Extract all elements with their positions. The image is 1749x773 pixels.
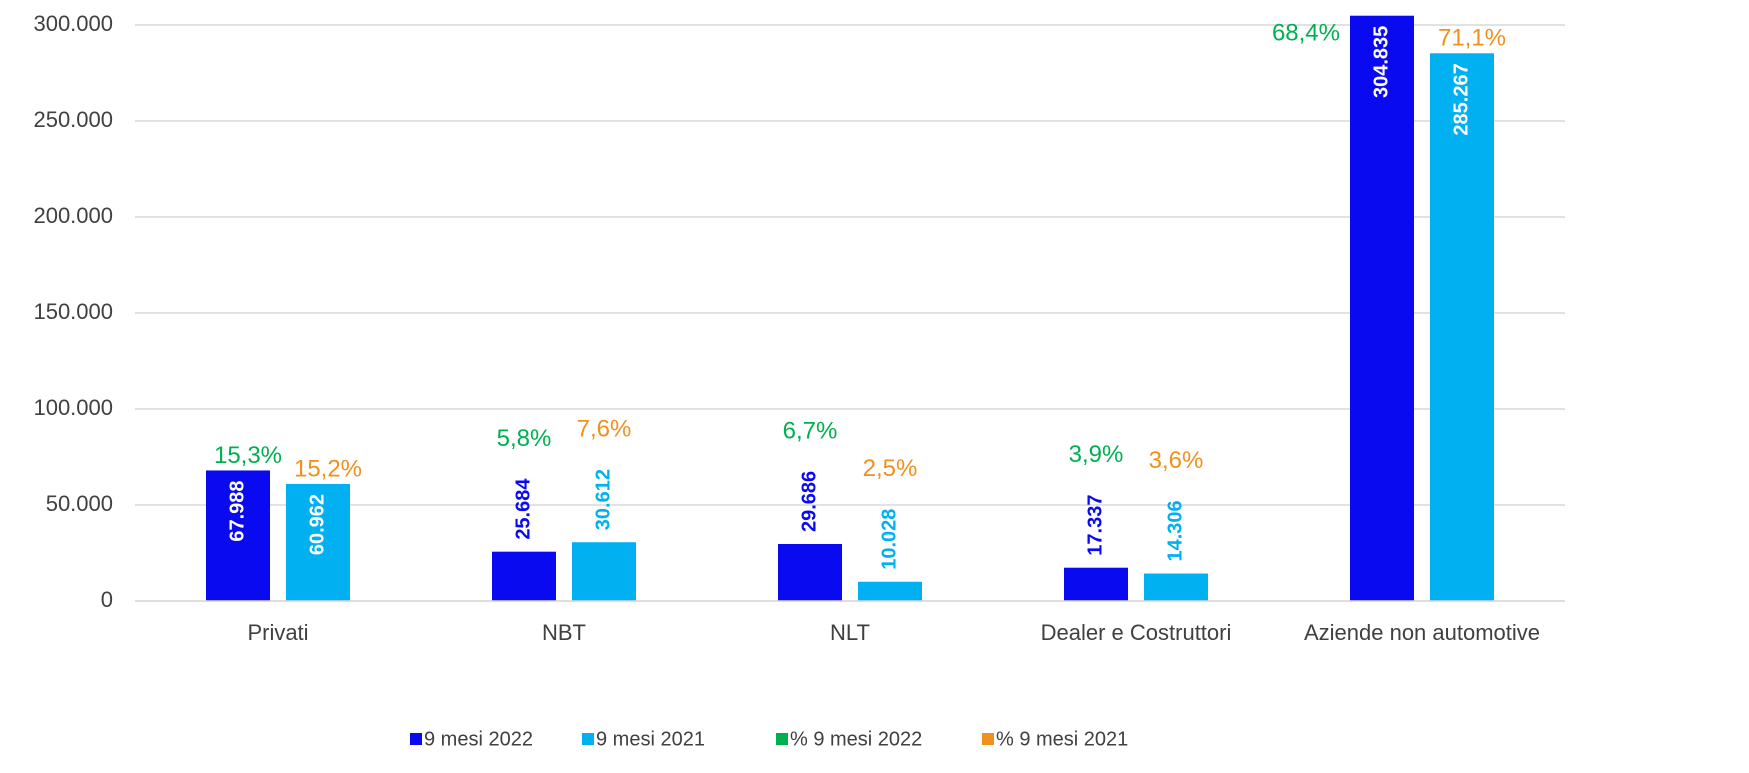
value-label: 304.835	[1370, 26, 1392, 98]
bar	[1350, 15, 1414, 602]
x-tick-label: Privati	[247, 620, 308, 645]
legend-swatch	[582, 733, 594, 745]
percent-label: 15,2%	[294, 455, 362, 482]
percent-label: 7,6%	[577, 416, 632, 443]
y-tick-label: 0	[101, 587, 113, 612]
legend-swatch	[776, 733, 788, 745]
value-label: 30.612	[592, 469, 614, 530]
percent-label: 6,7%	[783, 417, 838, 444]
percent-label: 68,4%	[1272, 19, 1340, 46]
y-tick-label: 200.000	[33, 203, 113, 228]
percent-label: 3,6%	[1149, 447, 1204, 474]
percent-label: 2,5%	[863, 455, 918, 482]
percent-label: 15,3%	[214, 442, 282, 469]
value-label: 67.988	[226, 480, 248, 541]
value-label: 285.267	[1450, 63, 1472, 135]
bar	[1430, 53, 1494, 602]
legend-swatch	[982, 733, 994, 745]
x-tick-label: NLT	[830, 620, 870, 645]
percent-label: 71,1%	[1438, 25, 1506, 52]
y-tick-label: 100.000	[33, 395, 113, 420]
y-tick-label: 300.000	[33, 11, 113, 36]
bar	[778, 544, 842, 601]
bar	[1144, 573, 1208, 601]
x-tick-label: Dealer e Costruttori	[1041, 620, 1232, 645]
bar	[572, 542, 636, 601]
value-label: 10.028	[878, 509, 900, 570]
bar	[492, 551, 556, 601]
y-tick-label: 50.000	[46, 491, 113, 516]
legend-label: % 9 mesi 2022	[790, 728, 922, 750]
bar	[858, 581, 922, 601]
legend-swatch	[410, 733, 422, 745]
bar	[206, 470, 270, 601]
percent-label: 5,8%	[497, 425, 552, 452]
x-tick-label: NBT	[542, 620, 586, 645]
percent-label: 3,9%	[1069, 441, 1124, 468]
value-label: 29.686	[798, 471, 820, 532]
x-tick-label: Aziende non automotive	[1304, 620, 1540, 645]
y-tick-label: 150.000	[33, 299, 113, 324]
value-label: 25.684	[512, 478, 534, 540]
legend-label: 9 mesi 2021	[596, 728, 705, 750]
legend-label: 9 mesi 2022	[424, 728, 533, 750]
y-tick-label: 250.000	[33, 107, 113, 132]
value-label: 14.306	[1164, 500, 1186, 561]
value-label: 60.962	[306, 494, 328, 555]
legend-label: % 9 mesi 2021	[996, 728, 1128, 750]
bar	[1064, 567, 1128, 601]
bar	[286, 483, 350, 601]
value-label: 17.337	[1084, 495, 1106, 556]
